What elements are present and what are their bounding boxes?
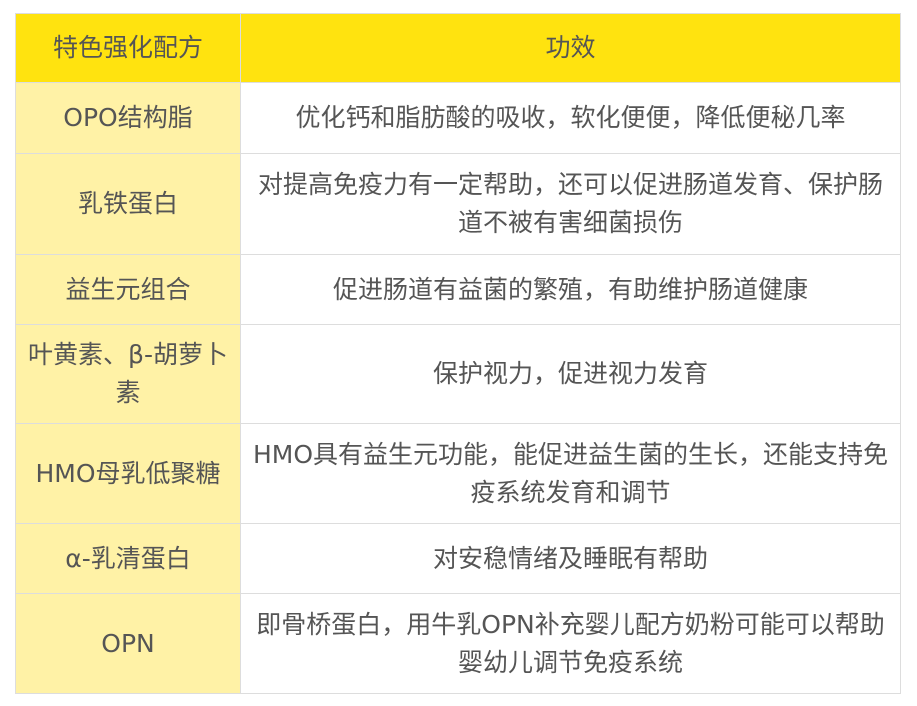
- effect-cell: 即骨桥蛋白，用牛乳OPN补充婴儿配方奶粉可能可以帮助婴幼儿调节免疫系统: [240, 593, 901, 694]
- formula-cell: 叶黄素、β-胡萝卜素: [15, 324, 241, 424]
- effect-cell: 对安稳情绪及睡眠有帮助: [240, 523, 901, 594]
- table-row: 益生元组合 促进肠道有益菌的繁殖，有助维护肠道健康: [15, 254, 901, 325]
- header-effect: 功效: [240, 13, 901, 83]
- formula-cell: 乳铁蛋白: [15, 153, 241, 255]
- table-row: OPO结构脂 优化钙和脂肪酸的吸收，软化便便，降低便秘几率: [15, 82, 901, 154]
- table-row: OPN 即骨桥蛋白，用牛乳OPN补充婴儿配方奶粉可能可以帮助婴幼儿调节免疫系统: [15, 593, 901, 694]
- formula-cell: OPO结构脂: [15, 82, 241, 154]
- header-row: 特色强化配方 功效: [15, 13, 901, 83]
- formula-cell: α-乳清蛋白: [15, 523, 241, 594]
- effect-cell: 对提高免疫力有一定帮助，还可以促进肠道发育、保护肠道不被有害细菌损伤: [240, 153, 901, 255]
- table-row: HMO母乳低聚糖 HMO具有益生元功能，能促进益生菌的生长，还能支持免疫系统发育和…: [15, 423, 901, 524]
- table-row: 叶黄素、β-胡萝卜素 保护视力，促进视力发育: [15, 324, 901, 424]
- formula-table: 特色强化配方 功效 OPO结构脂 优化钙和脂肪酸的吸收，软化便便，降低便秘几率 乳…: [15, 13, 901, 694]
- table-row: α-乳清蛋白 对安稳情绪及睡眠有帮助: [15, 523, 901, 594]
- effect-cell: HMO具有益生元功能，能促进益生菌的生长，还能支持免疫系统发育和调节: [240, 423, 901, 524]
- formula-cell: HMO母乳低聚糖: [15, 423, 241, 524]
- formula-cell: OPN: [15, 593, 241, 694]
- formula-cell: 益生元组合: [15, 254, 241, 325]
- effect-cell: 保护视力，促进视力发育: [240, 324, 901, 424]
- table-row: 乳铁蛋白 对提高免疫力有一定帮助，还可以促进肠道发育、保护肠道不被有害细菌损伤: [15, 153, 901, 255]
- header-formula: 特色强化配方: [15, 13, 241, 83]
- effect-cell: 促进肠道有益菌的繁殖，有助维护肠道健康: [240, 254, 901, 325]
- effect-cell: 优化钙和脂肪酸的吸收，软化便便，降低便秘几率: [240, 82, 901, 154]
